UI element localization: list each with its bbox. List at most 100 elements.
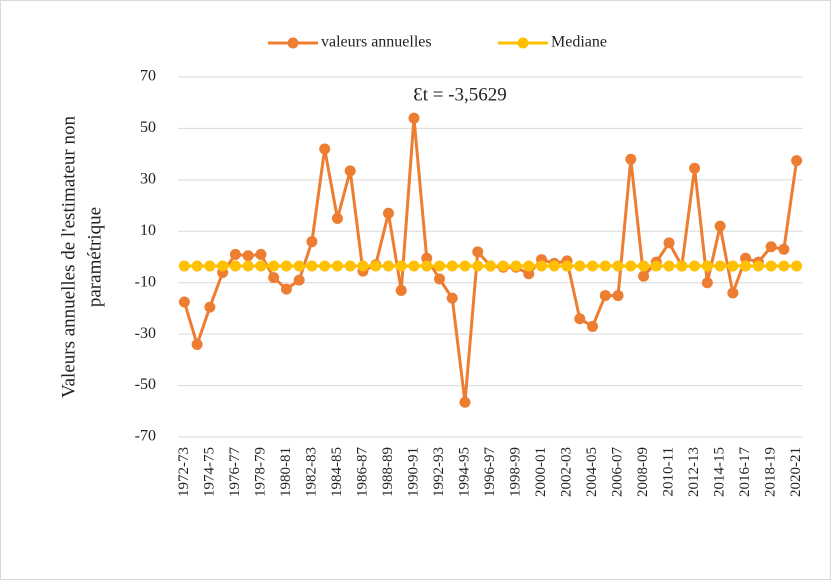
- x-tick-label: 2000-01: [533, 447, 549, 497]
- x-tick-label: 2004-05: [584, 447, 600, 497]
- data-point: [599, 290, 611, 302]
- data-point: [612, 290, 624, 302]
- data-point: [370, 260, 382, 272]
- data-point: [472, 260, 484, 272]
- data-point: [714, 260, 726, 272]
- data-point: [306, 260, 318, 272]
- y-tick-label: -10: [135, 273, 156, 290]
- data-point: [408, 112, 420, 124]
- legend-label: Mediane: [551, 34, 607, 51]
- legend-label: valeurs annuelles: [321, 34, 432, 51]
- y-tick-label: 10: [140, 222, 156, 239]
- x-tick-label: 1984-85: [329, 447, 345, 497]
- x-tick-label: 2002-03: [558, 447, 574, 497]
- data-point: [765, 241, 777, 253]
- x-tick-label: 2018-19: [763, 447, 779, 497]
- x-tick-label: 1978-79: [252, 447, 268, 497]
- x-tick-label: 1994-95: [456, 447, 472, 497]
- data-point: [319, 260, 331, 272]
- data-point: [408, 260, 420, 272]
- data-point: [536, 260, 548, 272]
- data-point: [382, 207, 394, 219]
- data-point: [714, 220, 726, 232]
- data-point: [791, 155, 803, 167]
- y-tick-label: -50: [135, 376, 156, 393]
- data-point: [421, 252, 433, 264]
- data-point: [446, 292, 458, 304]
- data-point: [242, 260, 254, 272]
- data-point: [778, 243, 790, 255]
- data-point: [229, 260, 241, 272]
- legend-swatch-marker: [287, 37, 299, 49]
- x-tick-label: 1972-73: [176, 447, 192, 497]
- y-tick-label: 30: [140, 171, 156, 188]
- y-tick-label: 50: [140, 119, 156, 136]
- data-point: [280, 283, 292, 295]
- data-point: [587, 260, 599, 272]
- x-tick-label: 1992-93: [431, 447, 447, 497]
- data-point: [765, 260, 777, 272]
- x-tick-label: 2016-17: [737, 447, 753, 497]
- x-tick-label: 2020-21: [788, 447, 804, 497]
- data-point: [523, 260, 535, 272]
- data-point: [701, 260, 713, 272]
- data-point: [382, 260, 394, 272]
- data-point: [433, 260, 445, 272]
- data-point: [293, 274, 305, 286]
- y-tick-label: -70: [135, 428, 156, 445]
- data-point: [344, 165, 356, 177]
- data-point: [485, 260, 496, 272]
- data-point: [255, 248, 267, 260]
- legend-swatch-marker: [517, 37, 529, 49]
- data-point: [319, 143, 331, 155]
- y-axis-label: Valeurs annuelles de l'estimateur non: [58, 116, 79, 399]
- data-point: [650, 260, 662, 272]
- x-tick-label: 2012-13: [686, 447, 702, 497]
- data-point: [587, 320, 599, 332]
- x-tick-label: 2014-15: [712, 447, 728, 497]
- data-point: [459, 396, 471, 408]
- data-point: [178, 260, 190, 272]
- data-point: [689, 260, 701, 272]
- data-point: [433, 273, 445, 285]
- data-point: [612, 260, 624, 272]
- data-point: [497, 260, 509, 272]
- data-point: [638, 260, 650, 272]
- data-point: [357, 260, 369, 272]
- data-point: [625, 260, 637, 272]
- data-point: [689, 162, 701, 174]
- data-point: [701, 277, 713, 289]
- annotation: Ɛt = -3,5629: [413, 84, 507, 105]
- data-point: [523, 268, 535, 280]
- data-point: [574, 260, 586, 272]
- data-point: [293, 260, 305, 272]
- data-point: [191, 260, 203, 272]
- data-point: [740, 252, 752, 264]
- x-tick-label: 1998-99: [507, 447, 523, 497]
- data-point: [727, 260, 739, 272]
- data-point: [663, 237, 675, 249]
- data-point: [331, 260, 343, 272]
- data-point: [599, 260, 611, 272]
- data-point: [459, 260, 471, 272]
- data-point: [638, 270, 650, 282]
- data-point: [663, 260, 675, 272]
- data-point: [446, 260, 458, 272]
- data-point: [395, 284, 407, 296]
- data-point: [727, 287, 739, 299]
- data-point: [752, 260, 764, 272]
- data-point: [306, 236, 318, 248]
- data-point: [740, 260, 752, 272]
- x-tick-label: 1980-81: [278, 447, 294, 497]
- x-tick-label: 2010-11: [661, 447, 677, 496]
- data-point: [229, 248, 241, 260]
- data-point: [191, 338, 203, 350]
- x-tick-label: 2008-09: [635, 447, 651, 497]
- data-point: [676, 260, 688, 272]
- data-point: [421, 260, 433, 272]
- x-tick-label: 1986-87: [354, 447, 370, 497]
- data-point: [268, 260, 280, 272]
